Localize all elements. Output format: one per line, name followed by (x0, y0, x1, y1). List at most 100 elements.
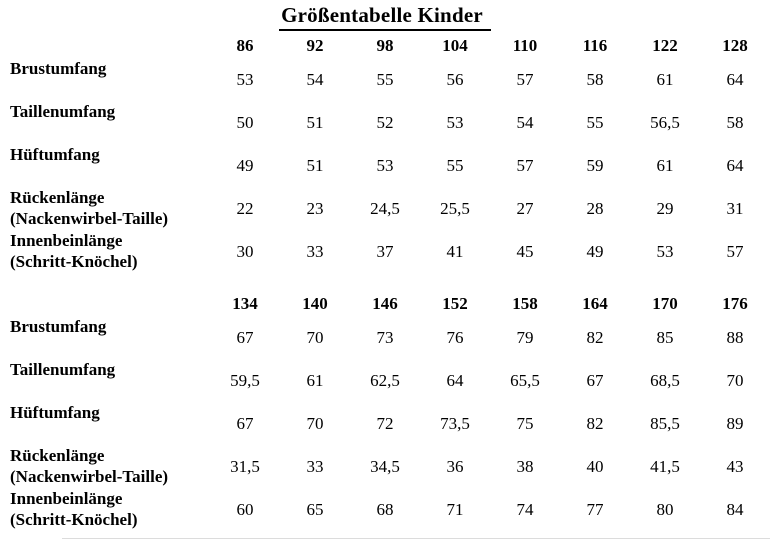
measurement-value-cell: 84 (726, 499, 744, 519)
size-header-cell: 116 (582, 36, 608, 55)
row-label-cell: Rückenlänge (Nackenwirbel-Taille) (0, 445, 210, 487)
measurement-value-cell: 64 (726, 155, 744, 175)
row-label: Hüftumfang (10, 403, 100, 422)
row-label: Brustumfang (10, 59, 107, 78)
measurement-value-cell: 58 (586, 69, 604, 89)
table-row: Brustumfang 53 54 55 56 57 58 61 64 (0, 58, 770, 101)
row-sublabel: (Nackenwirbel-Taille) (10, 209, 169, 228)
measurement-value-cell: 30 (236, 241, 254, 261)
measurement-value-cell: 49 (236, 155, 254, 175)
measurement-value-cell: 80 (656, 499, 674, 519)
bottom-hairline (62, 538, 770, 539)
size-header-cell: 170 (652, 294, 678, 313)
size-header-cell: 104 (442, 36, 468, 55)
measurement-value-cell: 61 (306, 370, 324, 390)
size-header-cell: 98 (376, 36, 394, 55)
row-label-cell: Brustumfang (0, 316, 210, 337)
measurement-value-cell: 40 (586, 456, 604, 476)
measurement-value-cell: 49 (586, 241, 604, 261)
measurement-value-cell: 56 (446, 69, 464, 89)
measurement-value-cell: 34,5 (370, 456, 400, 476)
measurement-value-cell: 67 (586, 370, 604, 390)
measurement-value-cell: 57 (516, 155, 534, 175)
measurement-value-cell: 36 (446, 456, 464, 476)
measurement-value-cell: 53 (656, 241, 674, 261)
measurement-value-cell: 55 (376, 69, 394, 89)
table-row: Rückenlänge (Nackenwirbel-Taille) 31,5 33 34… (0, 445, 770, 488)
size-header-cell: 128 (722, 36, 748, 55)
measurement-value-cell: 33 (306, 456, 324, 476)
measurement-value-cell: 57 (726, 241, 744, 261)
table-row: Rückenlänge (Nackenwirbel-Taille) 22 23 24,5… (0, 187, 770, 230)
measurement-value-cell: 70 (306, 327, 324, 347)
measurement-value-cell: 62,5 (370, 370, 400, 390)
size-header-cell: 110 (512, 36, 538, 55)
measurement-value-cell: 70 (726, 370, 744, 390)
measurement-value-cell: 59,5 (230, 370, 260, 390)
measurement-value-cell: 85 (656, 327, 674, 347)
measurement-value-cell: 55 (446, 155, 464, 175)
measurement-value-cell: 71 (446, 499, 464, 519)
table-row: Hüftumfang 67 70 72 73,5 75 82 85,5 89 (0, 402, 770, 445)
measurement-value-cell: 82 (586, 327, 604, 347)
size-header-cell: 122 (652, 36, 678, 55)
measurement-value-cell: 53 (236, 69, 254, 89)
row-label-cell: Rückenlänge (Nackenwirbel-Taille) (0, 187, 210, 229)
measurement-value-cell: 50 (236, 112, 254, 132)
size-header-cell: 134 (232, 294, 258, 313)
measurement-value-cell: 38 (516, 456, 534, 476)
size-header-cell: 152 (442, 294, 468, 313)
row-label-cell: Hüftumfang (0, 144, 210, 165)
table-row: Innenbeinlänge (Schritt-Knöchel) 60 65 68 71 7… (0, 488, 770, 531)
size-table: 86 92 98 104 110 116 122 128 Brustumfang 53 54 55 56… (0, 34, 770, 531)
row-sublabel: (Nackenwirbel-Taille) (10, 467, 169, 486)
measurement-value-cell: 61 (656, 155, 674, 175)
measurement-value-cell: 82 (586, 413, 604, 433)
measurement-value-cell: 41 (446, 241, 464, 261)
section-spacer (0, 273, 770, 292)
measurement-value-cell: 41,5 (650, 456, 680, 476)
size-header-cell: 140 (302, 294, 328, 313)
row-label: Taillenumfang (10, 360, 116, 379)
measurement-value-cell: 37 (376, 241, 394, 261)
measurement-value-cell: 60 (236, 499, 254, 519)
measurement-value-cell: 57 (516, 69, 534, 89)
measurement-value-cell: 25,5 (440, 198, 470, 218)
measurement-value-cell: 27 (516, 198, 534, 218)
size-header-cell: 86 (236, 36, 254, 55)
measurement-value-cell: 55 (586, 112, 604, 132)
row-label: Hüftumfang (10, 145, 100, 164)
row-label-cell: Hüftumfang (0, 402, 210, 423)
measurement-value-cell: 43 (726, 456, 744, 476)
measurement-value-cell: 75 (516, 413, 534, 433)
measurement-value-cell: 23 (306, 198, 324, 218)
size-header-cell: 146 (372, 294, 398, 313)
measurement-value-cell: 67 (236, 413, 254, 433)
table-row: Taillenumfang 59,5 61 62,5 64 65,5 67 68,5 70 (0, 359, 770, 402)
measurement-value-cell: 74 (516, 499, 534, 519)
page-title: Größentabelle Kinder (279, 3, 491, 31)
row-sublabel: (Schritt-Knöchel) (10, 510, 138, 529)
measurement-value-cell: 64 (726, 69, 744, 89)
measurement-value-cell: 59 (586, 155, 604, 175)
row-label-cell: Taillenumfang (0, 101, 210, 122)
measurement-value-cell: 29 (656, 198, 674, 218)
measurement-value-cell: 51 (306, 155, 324, 175)
measurement-value-cell: 51 (306, 112, 324, 132)
measurement-value-cell: 31 (726, 198, 744, 218)
row-label: Innenbeinlänge (10, 489, 123, 508)
table-row: Innenbeinlänge (Schritt-Knöchel) 30 33 37 41 4… (0, 230, 770, 273)
measurement-value-cell: 68 (376, 499, 394, 519)
measurement-value-cell: 54 (516, 112, 534, 132)
measurement-value-cell: 73 (376, 327, 394, 347)
size-header-cell: 164 (582, 294, 608, 313)
measurement-value-cell: 68,5 (650, 370, 680, 390)
measurement-value-cell: 88 (726, 327, 744, 347)
measurement-value-cell: 61 (656, 69, 674, 89)
measurement-value-cell: 56,5 (650, 112, 680, 132)
measurement-value-cell: 54 (306, 69, 324, 89)
measurement-value-cell: 85,5 (650, 413, 680, 433)
size-header-row: 86 92 98 104 110 116 122 128 (0, 34, 770, 58)
row-label-cell: Innenbeinlänge (Schritt-Knöchel) (0, 230, 210, 272)
